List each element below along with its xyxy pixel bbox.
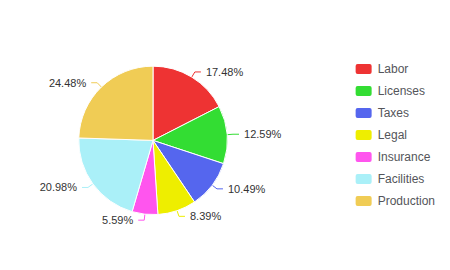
svg-text:Insurance: Insurance [378,150,431,164]
svg-text:24.48%: 24.48% [49,77,87,89]
svg-text:12.59%: 12.59% [244,128,282,140]
svg-text:5.59%: 5.59% [102,214,133,226]
svg-text:Licenses: Licenses [378,84,425,98]
svg-text:20.98%: 20.98% [40,181,78,193]
svg-text:Taxes: Taxes [378,106,409,120]
svg-text:Facilities: Facilities [378,172,425,186]
svg-text:17.48%: 17.48% [206,66,244,78]
svg-text:8.39%: 8.39% [190,210,221,222]
svg-text:Legal: Legal [378,128,407,142]
svg-text:Production: Production [378,194,435,208]
svg-text:Labor: Labor [378,62,409,76]
svg-text:10.49%: 10.49% [228,183,266,195]
